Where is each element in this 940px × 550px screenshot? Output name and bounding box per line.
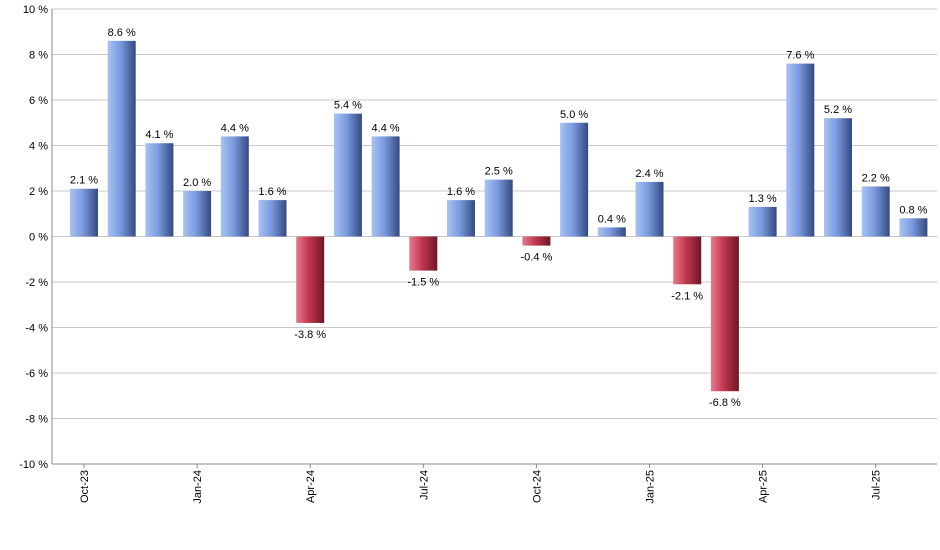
x-tick-label: Apr-24 [305, 470, 317, 503]
x-tick-label: Oct-24 [531, 470, 543, 503]
data-label: 8.6 % [108, 27, 136, 39]
bar-jul-24 [409, 236, 438, 271]
bar-dec-24 [597, 227, 626, 237]
data-label: 5.2 % [824, 104, 852, 116]
bar-oct-23 [70, 188, 98, 237]
bar-may-25 [786, 63, 815, 237]
bar-nov-23 [107, 40, 136, 237]
bar-aug-25 [899, 218, 928, 237]
x-tick-label: Jan-24 [192, 470, 204, 504]
bar-apr-25 [748, 206, 777, 237]
data-label: 1.6 % [258, 186, 286, 198]
y-tick-label: 10 % [23, 4, 48, 16]
bar-apr-24 [296, 236, 325, 323]
y-tick-label: -4 % [25, 323, 48, 335]
data-label: 4.4 % [372, 122, 400, 134]
y-tick-label: -2 % [25, 277, 48, 289]
bar-dec-23 [145, 143, 174, 237]
x-tick-label: Jan-25 [645, 470, 657, 504]
bar-nov-24 [560, 122, 589, 237]
y-tick-label: 6 % [29, 95, 48, 107]
y-tick-label: 2 % [29, 186, 48, 198]
data-label: 4.4 % [221, 122, 249, 134]
bars [70, 40, 928, 392]
bar-oct-24 [522, 236, 551, 246]
x-tick-label: Oct-23 [79, 470, 91, 503]
bar-jun-24 [371, 136, 400, 237]
data-label: 2.0 % [183, 177, 211, 189]
y-tick-label: -8 % [25, 414, 48, 426]
y-tick-label: 4 % [29, 141, 48, 153]
bar-may-24 [333, 113, 362, 237]
data-label: 5.0 % [560, 109, 588, 121]
x-axis-tick-labels: Oct-23 Jan-24 Apr-24 Jul-24 Oct-24 Jan-25 Apr-… [79, 464, 883, 504]
bar-mar-24 [258, 200, 287, 237]
data-labels: 2.1 % 8.6 % 4.1 % 2.0 % 4.4 % 1.6 % -3.8 % 5.4 … [70, 27, 928, 409]
y-tick-label: -10 % [19, 459, 48, 471]
bar-sep-24 [484, 179, 513, 237]
x-tick-label: Apr-25 [758, 470, 770, 503]
bar-feb-25 [673, 236, 702, 285]
data-label: 1.6 % [447, 186, 475, 198]
data-label: 2.5 % [485, 166, 513, 178]
x-tick-label: Jul-25 [871, 470, 883, 500]
data-label: -1.5 % [407, 277, 439, 289]
axes [51, 9, 937, 465]
data-label: 2.2 % [862, 172, 890, 184]
bar-aug-24 [447, 200, 475, 237]
data-label: 1.3 % [749, 193, 777, 205]
bar-jun-25 [824, 118, 852, 237]
data-label: 4.1 % [145, 129, 173, 141]
data-label: -0.4 % [521, 252, 553, 264]
bar-jul-25 [861, 186, 890, 237]
x-tick-label: Jul-24 [418, 470, 430, 500]
y-tick-label: -6 % [25, 368, 48, 380]
data-label: 2.1 % [70, 175, 98, 187]
data-label: 7.6 % [786, 50, 814, 62]
data-label: 0.8 % [899, 204, 927, 216]
bar-jan-25 [635, 181, 664, 237]
data-label: 0.4 % [598, 213, 626, 225]
bar-mar-25 [710, 236, 739, 392]
bar-jan-24 [183, 191, 212, 237]
data-label: 5.4 % [334, 100, 362, 112]
y-axis-tick-labels: -10 % -8 % -6 % -4 % -2 % 0 % 2 % 4 % 6 % 8 % 10 % [19, 4, 48, 471]
y-tick-label: 8 % [29, 50, 48, 62]
data-label: 2.4 % [635, 168, 663, 180]
y-tick-label: 0 % [29, 232, 48, 244]
bar-feb-24 [220, 136, 249, 237]
data-label: -6.8 % [709, 397, 741, 409]
data-label: -3.8 % [294, 329, 326, 341]
data-label: -2.1 % [671, 290, 703, 302]
